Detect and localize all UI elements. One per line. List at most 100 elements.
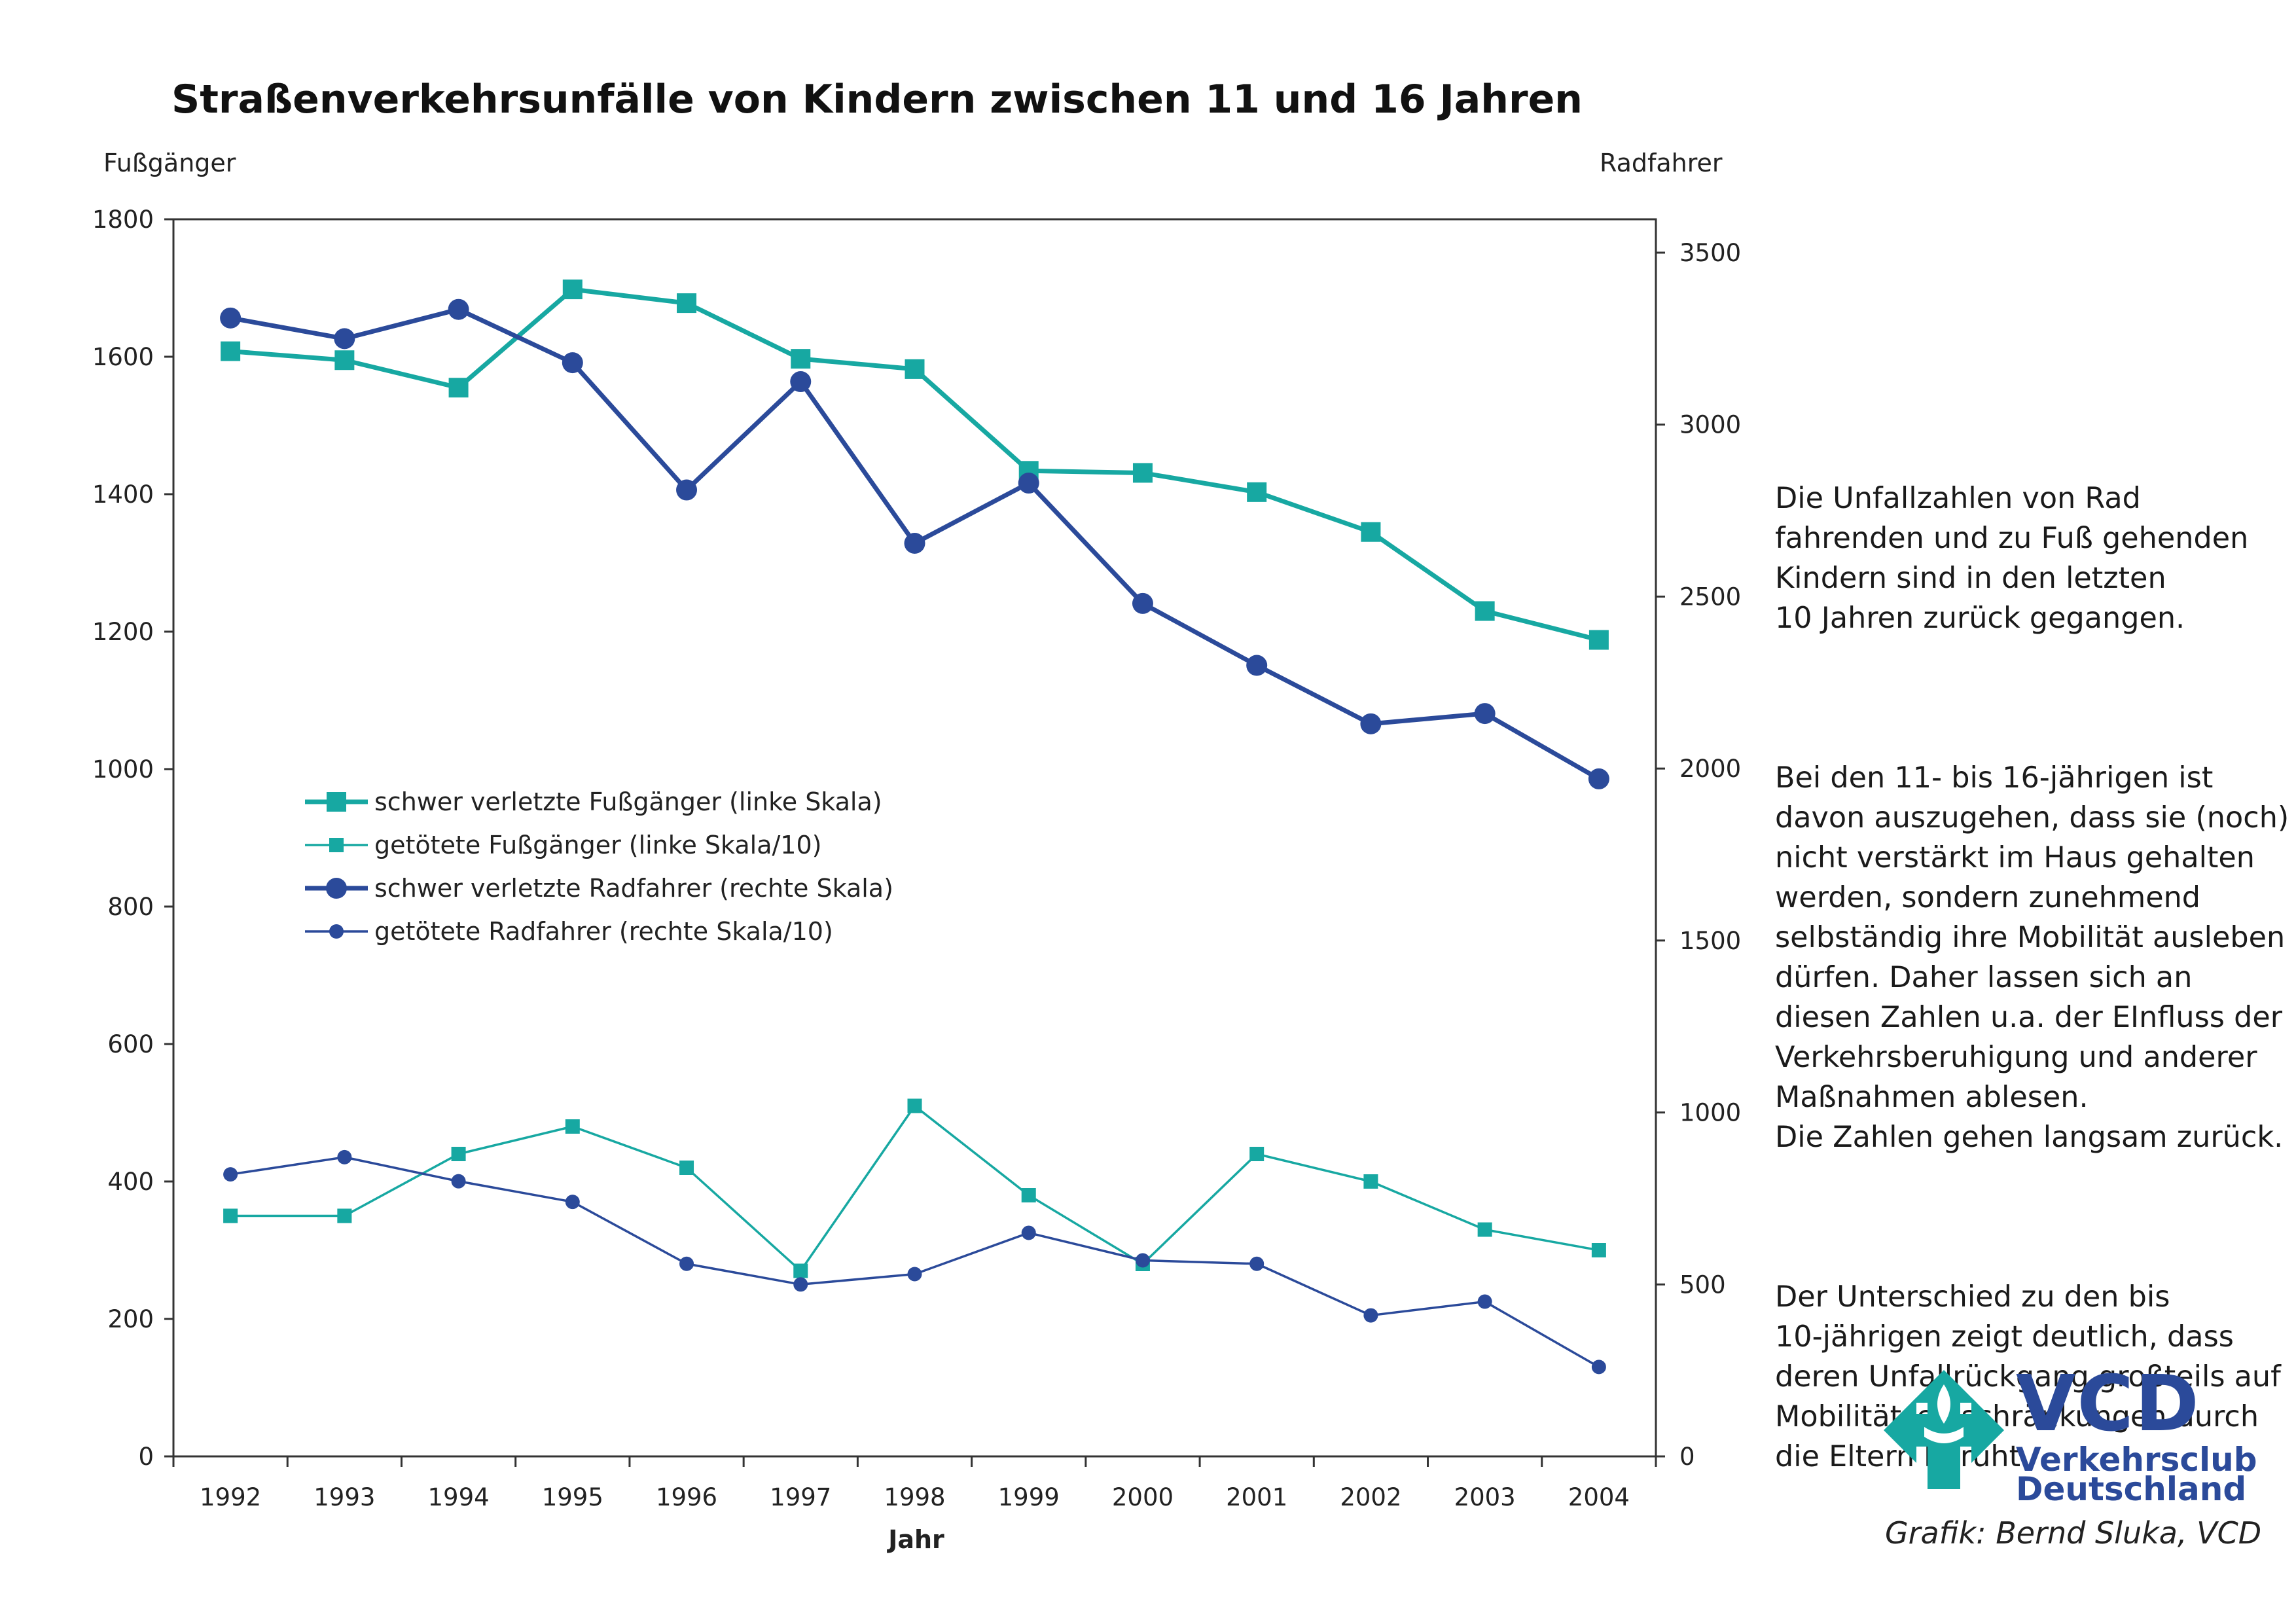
series-2-point — [1591, 1243, 1606, 1257]
series-2-point — [1363, 1174, 1378, 1189]
x-tick-label: 1996 — [656, 1483, 717, 1511]
series-1-point — [791, 349, 811, 369]
series-line-2 — [230, 1104, 1600, 1272]
right-tick-label: 0 — [1679, 1443, 1695, 1471]
series-1-point — [562, 279, 583, 300]
series-3-point — [1132, 592, 1153, 614]
x-tick-label: 2000 — [1112, 1483, 1174, 1511]
series-1-point — [334, 350, 355, 370]
explanation-text: Die Unfallzahlen von Rad fahrenden und z… — [1775, 439, 2292, 1517]
right-tick-label: 2000 — [1679, 755, 1741, 783]
series-3-point — [220, 307, 242, 329]
left-tick-label: 400 — [107, 1168, 154, 1196]
series-3-point — [904, 532, 925, 554]
series-1-point — [905, 359, 925, 379]
series-2-point — [793, 1263, 808, 1278]
legend-marker-3 — [326, 878, 347, 899]
series-4-point — [337, 1149, 352, 1164]
legend-label-1: schwer verletzte Fußgänger (linke Skala) — [374, 787, 882, 816]
left-tick-label: 1200 — [92, 618, 154, 646]
series-4-point — [1363, 1308, 1378, 1323]
x-tick-label: 2003 — [1454, 1483, 1516, 1511]
series-2-point — [907, 1098, 922, 1113]
series-1-point — [1132, 463, 1153, 483]
logo-line1: Verkehrsclub — [2016, 1441, 2257, 1479]
x-tick-label: 2002 — [1340, 1483, 1401, 1511]
series-1-point — [1588, 630, 1609, 650]
chart-title: Straßenverkehrsunfälle von Kindern zwisc… — [171, 77, 1583, 122]
series-3-point — [562, 352, 583, 374]
series-4-point — [565, 1195, 580, 1210]
x-tick-label: 2004 — [1568, 1483, 1630, 1511]
legend-label-3: schwer verletzte Radfahrer (rechte Skala… — [374, 874, 893, 903]
vcd-logo: VCD Verkehrsclub Deutschland — [1878, 1365, 2257, 1505]
legend: schwer verletzte Fußgänger (linke Skala)… — [305, 787, 893, 946]
x-tick-label: 1992 — [200, 1483, 261, 1511]
series-3-point — [448, 298, 469, 320]
paragraph-2: Bei den 11- bis 16-jährigen ist davon au… — [1775, 761, 2289, 1154]
left-tick-label: 1000 — [92, 755, 154, 784]
right-tick-label: 2500 — [1679, 583, 1741, 611]
series-1-point — [448, 378, 469, 398]
legend-marker-2 — [329, 838, 344, 852]
legend-label-4: getötete Radfahrer (rechte Skala/10) — [374, 917, 833, 946]
series-4-point — [1135, 1253, 1150, 1268]
legend-marker-1 — [327, 792, 346, 812]
legend-marker-4 — [329, 924, 344, 939]
x-tick-label: 1998 — [884, 1483, 945, 1511]
x-tick-label: 1999 — [998, 1483, 1060, 1511]
series-4-point — [1249, 1256, 1265, 1271]
left-tick-label: 200 — [107, 1305, 154, 1333]
series-3-point — [334, 328, 355, 350]
series-4-point — [679, 1256, 694, 1271]
credit: Grafik: Bernd Sluka, VCD — [1885, 1515, 2262, 1551]
series-4-point — [1477, 1294, 1492, 1309]
series-1-point — [1247, 482, 1267, 502]
right-tick-label: 1500 — [1679, 927, 1741, 955]
series-2-point — [451, 1147, 466, 1161]
series-3-point — [1018, 473, 1039, 494]
series-4-point — [793, 1277, 808, 1292]
left-tick-label: 800 — [107, 893, 154, 921]
x-tick-label: 2001 — [1226, 1483, 1287, 1511]
series-1-point — [677, 293, 697, 314]
series-1-point — [1361, 522, 1381, 542]
series-line-4 — [230, 1156, 1600, 1368]
series-4-point — [1021, 1225, 1036, 1240]
left-tick-label: 1800 — [92, 206, 154, 234]
left-tick-label: 1600 — [92, 343, 154, 371]
plot-area: 0 200 400 600 800 1000 1200 1400 1600 1800 0 500 100… — [92, 206, 1741, 1511]
legend-label-2: getötete Fußgänger (linke Skala/10) — [374, 831, 821, 859]
series-2-point — [1477, 1222, 1492, 1237]
series-4-point — [223, 1167, 238, 1182]
right-tick-label: 3000 — [1679, 411, 1741, 439]
paragraph-3: Der Unterschied zu den bis 10-jährigen z… — [1775, 1280, 2281, 1473]
left-tick-label: 1400 — [92, 480, 154, 509]
x-tick-label: 1994 — [427, 1483, 489, 1511]
series-1-point — [1475, 601, 1495, 621]
left-axis-title: Fußgänger — [103, 149, 236, 177]
series-2-point — [1021, 1188, 1036, 1202]
plot-frame — [172, 218, 1657, 1458]
series-line-1 — [230, 287, 1600, 642]
logo-line2: Deutschland — [2016, 1470, 2247, 1508]
series-2-point — [223, 1208, 238, 1223]
series-4-point — [1591, 1360, 1606, 1375]
series-3-point — [1360, 713, 1382, 734]
right-tick-label: 500 — [1679, 1271, 1726, 1299]
series-3-point — [1588, 768, 1609, 789]
series-3-point — [676, 479, 698, 501]
series-4-point — [451, 1174, 466, 1189]
x-tick-label: 1995 — [542, 1483, 603, 1511]
series-2-point — [679, 1161, 694, 1175]
series-1-point — [221, 341, 241, 361]
vcd-emblem-icon — [1884, 1370, 2004, 1489]
x-axis-title: Jahr — [886, 1525, 944, 1554]
series-2-point — [337, 1208, 352, 1223]
x-tick-label: 1997 — [770, 1483, 831, 1511]
series-3-point — [1246, 655, 1268, 676]
series-2-point — [1249, 1147, 1265, 1161]
series-3-point — [1474, 703, 1496, 725]
series-4-point — [907, 1267, 922, 1282]
